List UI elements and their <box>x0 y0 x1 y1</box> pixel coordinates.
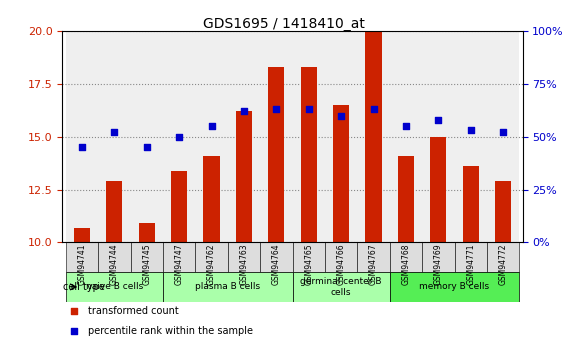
FancyBboxPatch shape <box>390 242 422 272</box>
Bar <box>325 31 357 242</box>
FancyBboxPatch shape <box>260 242 293 272</box>
FancyBboxPatch shape <box>195 242 228 272</box>
FancyBboxPatch shape <box>454 242 487 272</box>
Bar <box>260 31 293 242</box>
Bar <box>203 156 220 242</box>
Bar <box>66 31 98 242</box>
Point <box>272 107 281 112</box>
Point <box>110 130 119 135</box>
Text: plasma B cells: plasma B cells <box>195 283 260 292</box>
FancyBboxPatch shape <box>487 242 519 272</box>
Bar <box>462 166 479 242</box>
Bar <box>357 31 390 242</box>
Point <box>304 107 314 112</box>
FancyBboxPatch shape <box>228 242 260 272</box>
Point <box>369 107 378 112</box>
Text: GSM94745: GSM94745 <box>142 244 151 285</box>
Bar <box>228 31 260 242</box>
Bar <box>98 31 131 242</box>
Point <box>434 117 443 122</box>
FancyBboxPatch shape <box>98 242 131 272</box>
Point <box>69 308 78 314</box>
Bar <box>171 170 187 242</box>
Bar <box>300 67 317 242</box>
Bar <box>487 31 519 242</box>
Point <box>174 134 183 139</box>
Bar <box>422 31 454 242</box>
Bar <box>365 31 382 242</box>
FancyBboxPatch shape <box>357 242 390 272</box>
Bar <box>236 111 252 242</box>
FancyBboxPatch shape <box>66 272 163 302</box>
Text: GSM94744: GSM94744 <box>110 244 119 285</box>
Text: GSM94762: GSM94762 <box>207 244 216 285</box>
Point <box>207 124 216 129</box>
Text: GSM94763: GSM94763 <box>240 244 248 285</box>
Bar <box>495 181 511 242</box>
Point <box>239 109 248 114</box>
Bar <box>454 31 487 242</box>
FancyBboxPatch shape <box>163 272 293 302</box>
Text: GSM94741: GSM94741 <box>77 244 86 285</box>
Text: transformed count: transformed count <box>88 306 178 316</box>
Text: memory B cells: memory B cells <box>419 283 490 292</box>
Text: GSM94764: GSM94764 <box>272 244 281 285</box>
Bar <box>195 31 228 242</box>
Bar <box>333 105 349 242</box>
Bar <box>293 31 325 242</box>
Text: naive B cells: naive B cells <box>86 283 143 292</box>
FancyBboxPatch shape <box>422 242 454 272</box>
FancyBboxPatch shape <box>163 242 195 272</box>
Bar <box>398 156 414 242</box>
Text: GSM94747: GSM94747 <box>174 244 183 285</box>
FancyBboxPatch shape <box>66 242 98 272</box>
Point <box>337 113 346 118</box>
Text: percentile rank within the sample: percentile rank within the sample <box>88 326 253 336</box>
Text: GSM94772: GSM94772 <box>499 244 508 285</box>
Bar <box>106 181 123 242</box>
Text: GSM94767: GSM94767 <box>369 244 378 285</box>
Text: GSM94771: GSM94771 <box>466 244 475 285</box>
Text: GSM94766: GSM94766 <box>337 244 345 285</box>
Bar <box>163 31 195 242</box>
Bar <box>131 31 163 242</box>
Text: cell type: cell type <box>63 282 105 292</box>
Point <box>142 145 151 150</box>
Text: GSM94765: GSM94765 <box>304 244 313 285</box>
Text: germinal center B
cells: germinal center B cells <box>300 277 382 297</box>
Point <box>499 130 508 135</box>
FancyBboxPatch shape <box>325 242 357 272</box>
Bar <box>74 228 90 242</box>
Bar <box>390 31 422 242</box>
Text: GSM94769: GSM94769 <box>434 244 443 285</box>
FancyBboxPatch shape <box>390 272 519 302</box>
Point <box>402 124 411 129</box>
Bar <box>139 223 155 242</box>
Point <box>69 328 78 334</box>
FancyBboxPatch shape <box>293 272 390 302</box>
Text: GSM94768: GSM94768 <box>402 244 411 285</box>
Bar <box>268 67 285 242</box>
FancyBboxPatch shape <box>293 242 325 272</box>
Text: GDS1695 / 1418410_at: GDS1695 / 1418410_at <box>203 17 365 31</box>
FancyBboxPatch shape <box>131 242 163 272</box>
Point <box>466 128 475 133</box>
Bar <box>430 137 446 242</box>
Point <box>77 145 86 150</box>
